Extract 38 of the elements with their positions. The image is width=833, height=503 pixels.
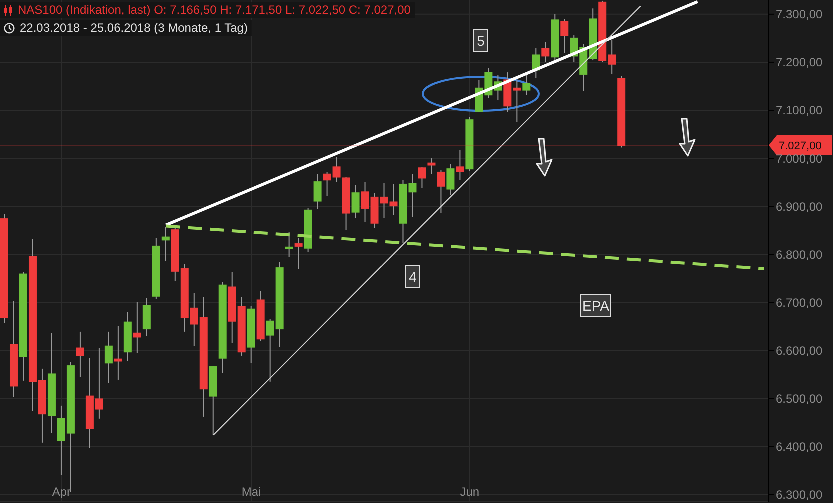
y-tick-label: 7.100,00 <box>776 104 824 118</box>
y-tick-label: 6.600,00 <box>776 344 824 358</box>
candlestick <box>446 164 455 196</box>
candlestick <box>114 326 122 380</box>
candlestick <box>428 158 436 175</box>
y-tick-label: 7.000,00 <box>776 152 824 166</box>
candlestick <box>142 298 151 337</box>
chart-title: NAS100 (Indikation, last) O: 7.166,50 H: 7.171,50 L: 7.022,50 C: 7.027,00 <box>18 3 411 17</box>
text: 22.03.2018 - 25.06.2018 (3 Monate, 1 Tag) <box>20 21 248 35</box>
ref-line-label: 7.027,00 <box>779 140 822 153</box>
candlestick <box>133 302 142 354</box>
x-tick-label: Apr <box>51 485 72 499</box>
candlestick <box>104 331 113 384</box>
annotation: EPA <box>582 298 610 314</box>
y-tick-label: 6.300,00 <box>776 488 824 502</box>
candlestick <box>162 226 170 262</box>
candlestick <box>522 74 531 96</box>
y-tick-label: 6.400,00 <box>776 440 824 454</box>
y-tick-label: 6.700,00 <box>776 296 824 310</box>
candlestick <box>560 18 569 54</box>
candlestick <box>314 174 322 210</box>
candlestick <box>456 150 464 181</box>
candlestick <box>352 184 360 219</box>
annotation: 5 <box>477 33 486 49</box>
y-tick-label: 6.900,00 <box>776 200 824 214</box>
x-tick-label: Mai <box>240 485 262 499</box>
y-tick-label: 6.800,00 <box>776 248 824 262</box>
candlestick <box>76 331 84 378</box>
y-tick-label: 6.500,00 <box>776 392 824 406</box>
candlestick <box>294 238 303 270</box>
annotation: 4 <box>409 269 418 285</box>
y-tick-label: 7.300,00 <box>776 8 824 22</box>
candlestick <box>542 42 550 63</box>
candlestick <box>285 232 294 258</box>
candlestick <box>418 166 426 189</box>
y-tick-label: 7.200,00 <box>776 56 824 70</box>
x-tick-label: Jun <box>459 485 481 499</box>
candlestick <box>437 170 446 214</box>
